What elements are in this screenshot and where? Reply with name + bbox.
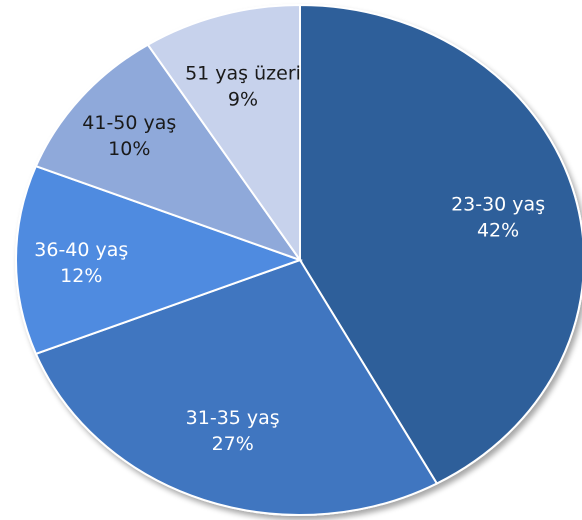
slice-category-label: 41-50 yaş [82, 112, 176, 134]
slice-category-label: 51 yaş üzeri [185, 63, 301, 85]
slice-category-label: 23-30 yaş [451, 193, 545, 215]
pie-slice [146, 3, 301, 264]
slice-value-label: 42% [477, 219, 519, 241]
slice-value-label: 27% [212, 433, 254, 455]
slice-category-label: 31-35 yaş [186, 407, 280, 429]
pie-slice [34, 258, 439, 516]
pie-slice [34, 43, 303, 262]
slice-value-label: 10% [108, 138, 150, 160]
slice-value-label: 9% [228, 89, 258, 111]
slice-category-label: 36-40 yaş [34, 239, 128, 261]
pie-slice [299, 3, 582, 485]
pie-slice [14, 164, 303, 356]
slice-value-label: 12% [60, 265, 102, 287]
